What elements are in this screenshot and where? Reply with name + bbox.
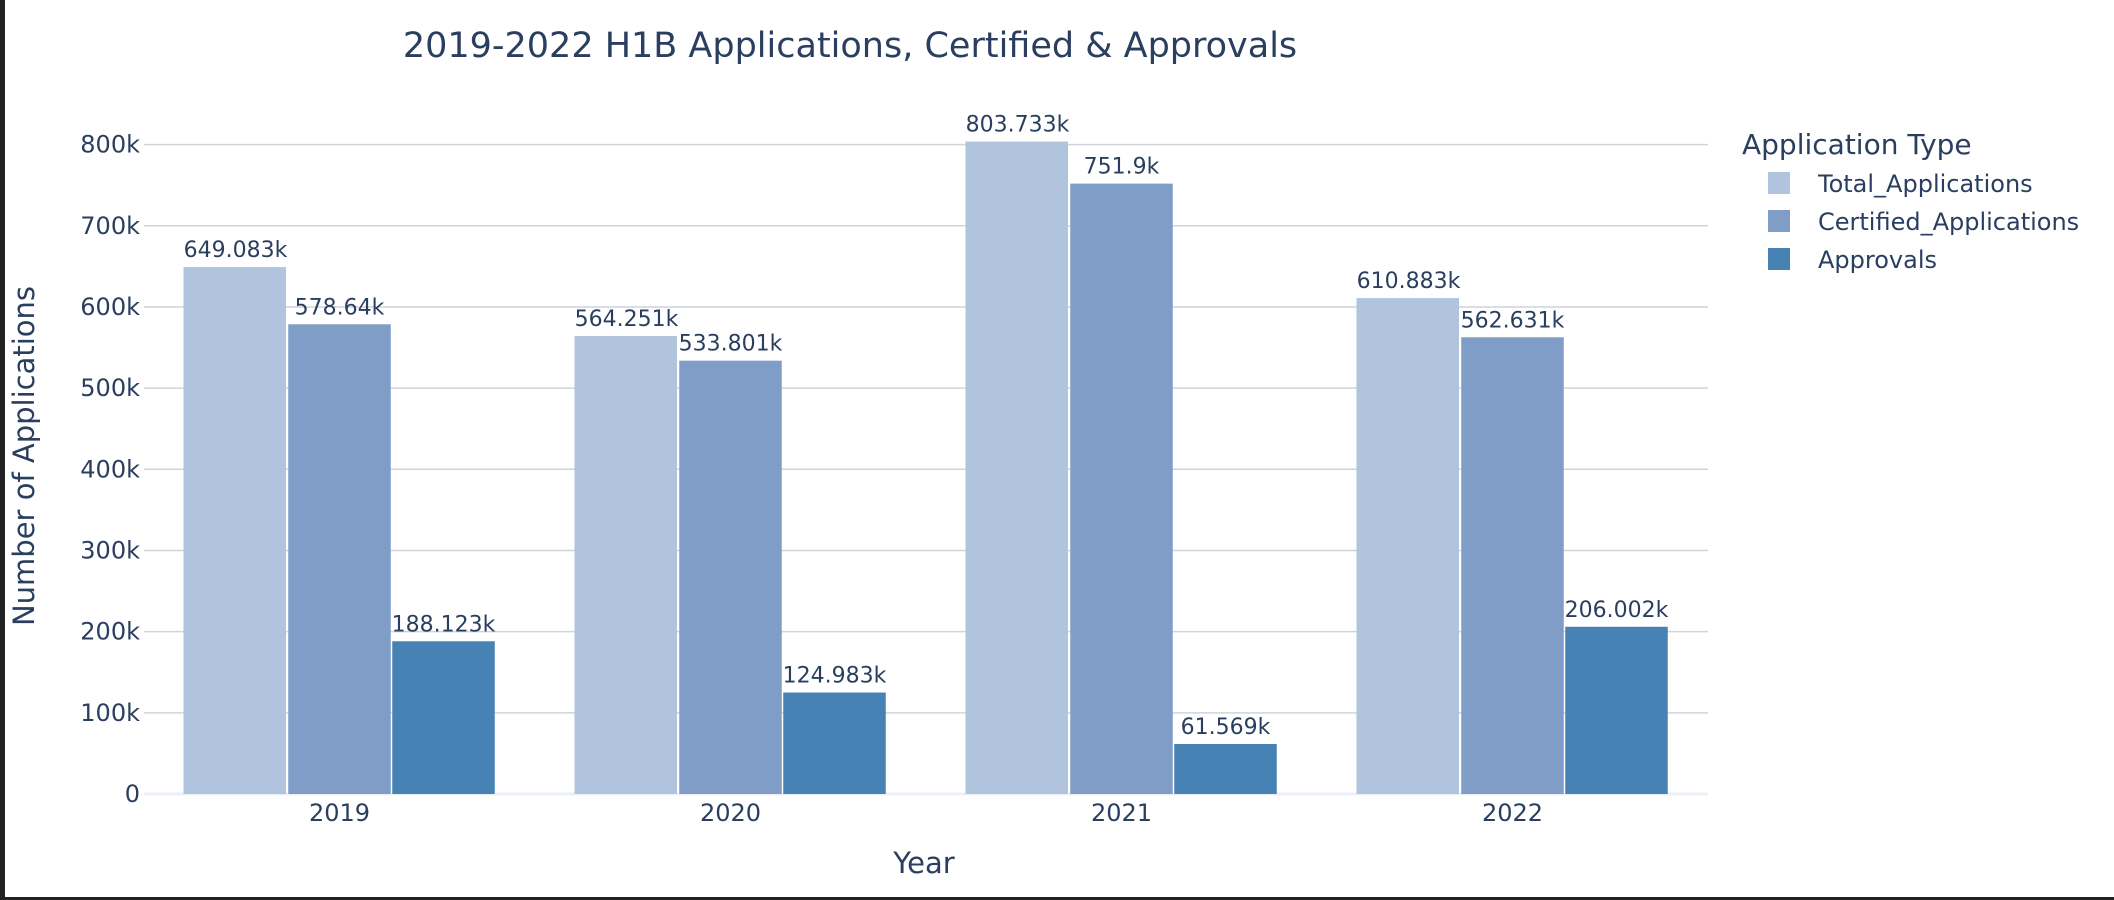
y-axis-ticks: 0 100k 200k 300k 400k 500k 600k 700k 800k — [80, 131, 140, 808]
bar-approvals-2020 — [783, 692, 886, 794]
y-tick-label: 800k — [80, 131, 140, 159]
bar-value-label: 188.123k — [392, 612, 496, 637]
bar-value-label: 124.983k — [783, 664, 887, 689]
x-axis-title: Year — [892, 846, 954, 880]
bar-value-label: 610.883k — [1357, 269, 1461, 294]
bar-total-applications-2020 — [574, 335, 677, 794]
bar-value-label: 751.9k — [1084, 155, 1160, 180]
bar-certified-applications-2022 — [1461, 337, 1564, 794]
bar-value-label: 564.251k — [575, 307, 679, 332]
bar-approvals-2022 — [1565, 626, 1668, 794]
x-axis-ticks: 2019 2020 2021 2022 — [309, 799, 1543, 827]
bar-total-applications-2021 — [965, 141, 1068, 794]
bar-certified-applications-2021 — [1070, 183, 1173, 794]
y-axis-title: Number of Applications — [7, 286, 41, 626]
y-tick-label: 0 — [125, 780, 140, 808]
y-tick-label: 400k — [80, 455, 140, 483]
legend-item-label: Approvals — [1818, 246, 1937, 274]
bar-certified-applications-2019 — [288, 324, 391, 794]
legend-item-label: Certified_Applications — [1818, 208, 2079, 236]
x-tick-label: 2019 — [309, 799, 370, 827]
window-frame-left — [0, 0, 5, 900]
x-tick-label: 2022 — [1482, 799, 1543, 827]
y-tick-label: 500k — [80, 374, 140, 402]
x-tick-label: 2021 — [1091, 799, 1152, 827]
y-tick-label: 700k — [80, 212, 140, 240]
window-frame-bottom — [0, 897, 2114, 900]
bar-total-applications-2019 — [183, 267, 286, 795]
x-tick-label: 2020 — [700, 799, 761, 827]
bar-value-label: 562.631k — [1461, 308, 1565, 333]
bar-value-label: 649.083k — [184, 238, 288, 263]
bar-value-label: 206.002k — [1565, 598, 1669, 623]
bar-value-label: 578.64k — [295, 295, 385, 320]
legend-title: Application Type — [1742, 128, 1972, 161]
chart-title: 2019-2022 H1B Applications, Certified & … — [403, 26, 1297, 66]
legend-swatch — [1768, 210, 1790, 232]
bar-certified-applications-2020 — [679, 360, 782, 794]
y-tick-label: 600k — [80, 293, 140, 321]
bar-value-label: 61.569k — [1181, 715, 1271, 740]
bar-value-label: 533.801k — [679, 332, 783, 357]
legend-swatch — [1768, 248, 1790, 270]
legend-swatch — [1768, 172, 1790, 194]
y-tick-label: 300k — [80, 536, 140, 564]
y-tick-label: 100k — [80, 699, 140, 727]
bars — [183, 141, 1668, 795]
bar-total-applications-2022 — [1356, 298, 1459, 794]
legend-item-label: Total_Applications — [1817, 170, 2033, 198]
bar-approvals-2021 — [1174, 744, 1277, 794]
y-tick-label: 200k — [80, 618, 140, 646]
bar-value-label: 803.733k — [966, 113, 1070, 138]
bar-approvals-2019 — [392, 641, 495, 794]
legend: Application Type Total_Applications Certi… — [1742, 128, 2079, 274]
